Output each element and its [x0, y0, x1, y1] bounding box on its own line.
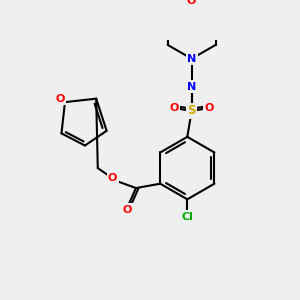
Text: N: N — [187, 54, 196, 64]
Text: O: O — [55, 94, 64, 104]
Text: O: O — [187, 0, 196, 6]
Text: O: O — [204, 103, 214, 113]
Text: O: O — [108, 172, 117, 183]
Text: O: O — [123, 205, 132, 215]
Text: S: S — [188, 104, 196, 117]
Text: O: O — [169, 103, 179, 113]
Text: Cl: Cl — [182, 212, 193, 222]
Text: N: N — [187, 82, 196, 92]
